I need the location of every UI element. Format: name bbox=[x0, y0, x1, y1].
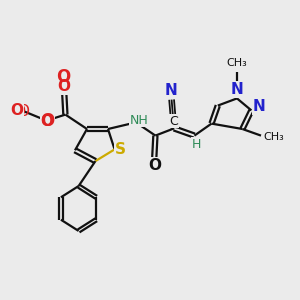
Text: O: O bbox=[148, 158, 161, 172]
Text: NH: NH bbox=[130, 113, 148, 127]
Text: N: N bbox=[231, 82, 243, 97]
Text: H: H bbox=[192, 137, 202, 151]
Text: O: O bbox=[13, 103, 26, 118]
Text: O: O bbox=[10, 104, 23, 119]
Text: CH₃: CH₃ bbox=[263, 132, 284, 142]
Text: O: O bbox=[56, 68, 70, 86]
Text: N: N bbox=[164, 83, 177, 98]
Text: O: O bbox=[40, 114, 54, 129]
Text: CH₃: CH₃ bbox=[226, 58, 248, 68]
Text: O: O bbox=[10, 103, 23, 118]
Text: O: O bbox=[17, 104, 29, 119]
Text: O: O bbox=[57, 79, 70, 94]
Text: O: O bbox=[40, 112, 55, 130]
Text: C: C bbox=[169, 115, 178, 128]
Text: S: S bbox=[115, 142, 126, 158]
Text: N: N bbox=[253, 99, 265, 114]
